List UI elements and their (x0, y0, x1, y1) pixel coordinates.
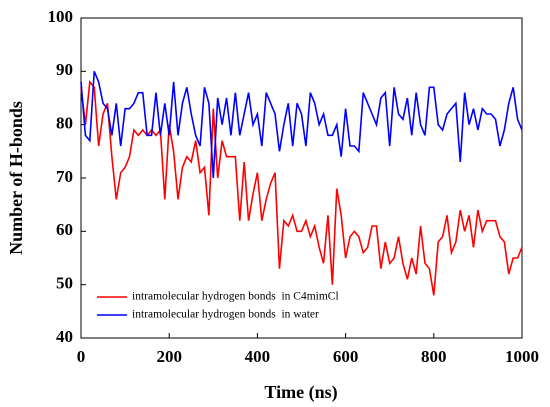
x-tick-label: 600 (333, 347, 359, 366)
y-tick-label: 100 (48, 7, 74, 26)
legend-label: intramolecular hydrogen bonds in water (132, 309, 319, 321)
x-tick-label: 400 (245, 347, 271, 366)
series-line (80, 71, 523, 179)
y-tick-label: 70 (56, 167, 73, 186)
x-tick-label: 0 (77, 347, 86, 366)
y-tick-label: 60 (56, 220, 73, 239)
y-tick-label: 40 (56, 327, 73, 346)
x-axis-title: Time (ns) (264, 382, 337, 403)
series-line (80, 80, 523, 296)
legend-label: intramolecular hydrogen bonds in C4mimCl (132, 291, 339, 303)
x-tick-label: 200 (156, 347, 182, 366)
y-tick-label: 80 (56, 114, 73, 133)
x-tick-label: 1000 (505, 347, 539, 366)
y-tick-label: 90 (56, 60, 73, 79)
x-tick-label: 800 (421, 347, 447, 366)
y-axis-title: Number of H-bonds (6, 101, 26, 255)
y-tick-label: 50 (56, 274, 73, 293)
